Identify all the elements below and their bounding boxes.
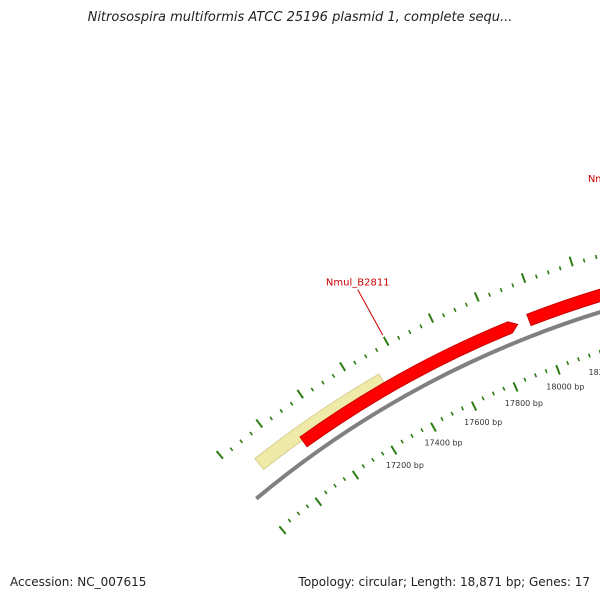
inner-tick — [470, 401, 478, 411]
inner-tick — [555, 364, 561, 375]
outer-tick — [534, 274, 538, 279]
outer-tick — [289, 401, 294, 406]
inner-tick — [587, 353, 591, 358]
inner-tick — [361, 464, 366, 469]
inner-tick — [450, 411, 454, 416]
outer-tick — [229, 447, 234, 452]
inner-tick — [323, 490, 328, 495]
outer-tick — [546, 270, 550, 275]
inner-tick — [342, 476, 347, 482]
inner-tick — [512, 381, 519, 392]
scale-label: 17800 bp — [505, 399, 543, 408]
outer-tick — [511, 283, 515, 288]
outer-tick — [331, 373, 336, 378]
inner-tick — [305, 504, 310, 509]
outer-tick — [488, 292, 492, 297]
gene-track — [299, 259, 600, 448]
feature-track — [254, 373, 387, 471]
outer-tick — [427, 313, 435, 323]
outer-tick — [339, 361, 347, 372]
inner-tick — [287, 518, 292, 523]
outer-tick — [321, 380, 325, 385]
scale-label: 18000 bp — [546, 382, 584, 391]
outer-tick — [374, 347, 379, 353]
gene-labels: Nmul_B2811 Nmul_B2812 — [326, 174, 600, 336]
inner-tick — [296, 511, 301, 516]
inner-tick — [566, 360, 570, 366]
outer-tick — [279, 408, 284, 414]
outer-tick — [473, 291, 480, 302]
scale-label: 18200 bp — [589, 368, 600, 377]
inner-tick — [380, 451, 385, 456]
outer-tick — [594, 254, 598, 260]
inner-tick — [544, 368, 548, 374]
accession-label: Accession: NC_007615 — [10, 575, 147, 589]
inner-tick — [333, 483, 337, 488]
outer-tick — [520, 273, 527, 284]
outer-tick — [239, 439, 244, 444]
outer-tick — [353, 360, 357, 365]
inner-tick — [400, 439, 404, 444]
outer-tick — [382, 336, 390, 347]
outer-tick — [310, 387, 315, 392]
inner-tick — [410, 433, 414, 438]
map-title: Nitrosospira multiformis ATCC 25196 plas… — [87, 10, 513, 25]
gene-label-leader — [357, 289, 384, 336]
outer-tick — [364, 354, 368, 359]
outer-tick — [249, 431, 253, 436]
inner-tick — [314, 497, 323, 507]
backbone-line — [255, 310, 600, 501]
outer-tick — [296, 389, 304, 399]
inner-tick — [523, 377, 527, 382]
gene-label[interactable]: Nmul_B2811 — [326, 278, 390, 289]
outer-tick — [397, 335, 401, 341]
outer-tick — [453, 307, 457, 313]
inner-tick — [430, 422, 437, 432]
outer-tick — [419, 324, 423, 329]
outer-tick — [568, 256, 574, 267]
inner-tick — [481, 396, 485, 401]
inner-tick — [278, 525, 287, 535]
inner-tick — [390, 445, 398, 455]
outer-tick — [558, 266, 562, 271]
topology-summary: Topology: circular; Length: 18,871 bp; G… — [298, 575, 590, 589]
inner-tick-ring — [278, 349, 600, 535]
outer-tick — [441, 313, 446, 318]
inner-tick — [577, 357, 580, 362]
backbone-track — [255, 310, 600, 501]
gene-arrow[interactable] — [526, 259, 600, 327]
inner-tick — [420, 427, 424, 433]
inner-tick — [351, 470, 360, 480]
gene-label[interactable]: Nmul_B2812 — [588, 174, 600, 185]
scale-label: 17200 bp — [386, 461, 424, 470]
scale-label: 17600 bp — [464, 418, 502, 427]
inner-tick — [502, 386, 506, 391]
inner-tick — [460, 406, 465, 411]
outer-tick — [499, 287, 503, 293]
outer-tick — [464, 302, 468, 307]
outer-tick-ring — [215, 254, 598, 460]
outer-tick — [255, 418, 264, 429]
inner-tick — [534, 373, 538, 378]
misc-feature — [254, 373, 387, 471]
inner-tick — [440, 416, 444, 422]
outer-tick — [582, 258, 586, 263]
outer-tick — [215, 450, 224, 460]
inner-tick — [491, 391, 495, 396]
inner-tick — [371, 457, 375, 462]
outer-tick — [269, 416, 274, 421]
outer-tick — [408, 329, 412, 335]
scale-label: 17400 bp — [424, 439, 462, 448]
gene-arrow[interactable] — [299, 321, 519, 448]
